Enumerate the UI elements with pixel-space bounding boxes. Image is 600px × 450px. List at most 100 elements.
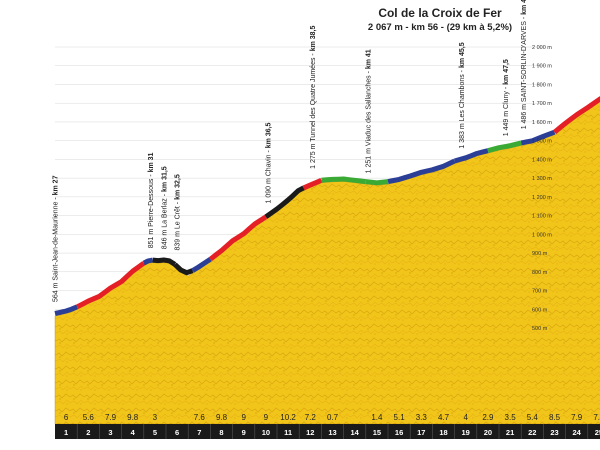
waypoint-place: 1 251 m Viaduc des Sallanches -: [366, 69, 373, 173]
gradient-label: 8.5: [549, 413, 561, 422]
gradient-segment: [76, 261, 146, 310]
km-label: 10: [262, 428, 270, 437]
y-tick-label: 900 m: [532, 251, 548, 257]
km-label: 6: [175, 428, 179, 437]
gradient-segment: [173, 262, 194, 276]
y-tick-label: 1 900 m: [532, 64, 552, 70]
gradient-segment: [520, 129, 556, 146]
km-label: 21: [506, 428, 514, 437]
km-label: 24: [573, 428, 582, 437]
gradient-label: 4.7: [438, 413, 450, 422]
km-label: 5: [153, 428, 157, 437]
gradient-label: 5.1: [394, 413, 406, 422]
waypoint-label: 1 275 m Tunnel des Quatre Jumées - km 38…: [310, 26, 317, 169]
waypoint-km: km 36,5: [266, 122, 273, 148]
y-tick-label: 500 m: [532, 326, 548, 332]
km-label: 16: [395, 428, 403, 437]
waypoint-label: 1 486 m SAINT-SORLIN-D'ARVES - km 48: [521, 0, 528, 129]
km-label: 20: [484, 428, 492, 437]
gradient-label: 7.9: [105, 413, 117, 422]
y-tick-label: 1 300 m: [532, 176, 552, 182]
gradient-label: 7.9: [571, 413, 583, 422]
km-label: 9: [242, 428, 246, 437]
gradient-segment: [264, 185, 305, 219]
summit-detail: 2 067 m - km 56 - (29 km à 5,2%): [368, 22, 512, 33]
km-label: 23: [550, 428, 558, 437]
gradient-segment: [152, 257, 177, 267]
km-label: 15: [373, 428, 381, 437]
waypoint-place: 1 090 m Chavin -: [266, 148, 273, 203]
km-label: 25: [595, 428, 600, 437]
waypoint-km: km 38,5: [310, 26, 317, 52]
gradient-label: 5.6: [83, 413, 95, 422]
km-label: 22: [528, 428, 536, 437]
waypoint-km: km 48: [521, 0, 528, 15]
km-label: 8: [219, 428, 223, 437]
km-label: 19: [462, 428, 470, 437]
km-label: 12: [306, 428, 314, 437]
gradient-segment: [142, 257, 154, 266]
y-tick-label: 1 800 m: [532, 82, 552, 88]
gradient-label: 1.4: [371, 413, 383, 422]
gradient-label: 3: [153, 413, 158, 422]
waypoint-km: km 31: [148, 152, 155, 172]
waypoint-km: km 27: [53, 175, 60, 195]
y-tick-label: 600 m: [532, 307, 548, 313]
gradient-segment: [321, 176, 367, 185]
gradient-label: 9: [241, 413, 246, 422]
y-tick-label: 1 500 m: [532, 139, 552, 145]
waypoint-place: 839 m Le Crêt -: [175, 200, 182, 251]
profile-area: [54, 101, 600, 425]
gradient-label: 4: [463, 413, 468, 422]
waypoint-km: km 31,5: [161, 166, 168, 192]
gradient-segment: [487, 140, 522, 154]
km-label: 17: [417, 428, 425, 437]
km-label: 7: [197, 428, 201, 437]
km-band: 1 2 3 4 5 6 7 8 9 10 11 12 13 14 15 16 17 18 19 20 21 22 23 24 2…: [55, 424, 600, 439]
waypoint-labels: 564 m Saint-Jean-de-Maurienne - km 27 851…: [53, 0, 528, 302]
gradient-label: 9: [264, 413, 269, 422]
waypoint-km: km 45,5: [459, 42, 466, 68]
waypoint-label: 1 251 m Viaduc des Sallanches - km 41: [366, 49, 373, 173]
y-tick-label: 1 200 m: [532, 195, 552, 201]
gradient-segment: [453, 148, 489, 164]
waypoint-place: 846 m La Berlaz -: [161, 192, 168, 249]
gradient-segment: [365, 179, 389, 186]
gradient-segment: [387, 158, 456, 185]
waypoint-label: 1 449 m Cluny - km 47,5: [503, 59, 510, 136]
y-tick-label: 1 600 m: [532, 120, 552, 126]
gradient-label: 3.3: [416, 413, 428, 422]
y-tick-label: 2 000 m: [532, 45, 552, 51]
gradient-label: 10.2: [280, 413, 296, 422]
km-label: 1: [64, 428, 68, 437]
gradient-labels: 6 5.6 7.9 9.8 3 7.6 9.8 9 9 10.2 7.2 0.7 1.4 5.1 3.3 4.…: [64, 413, 600, 422]
waypoint-label: 1 090 m Chavin - km 36,5: [266, 122, 273, 203]
gradient-segments: [54, 96, 600, 316]
y-tick-label: 1 000 m: [532, 232, 552, 238]
waypoint-place: 1 383 m Les Chambons -: [459, 68, 466, 149]
y-axis: 500 m 600 m 700 m 800 m 900 m 1 000 m 1 100 m 1…: [532, 45, 552, 332]
gradient-label: 2.9: [482, 413, 494, 422]
waypoint-place: 1 486 m SAINT-SORLIN-D'ARVES -: [521, 15, 528, 129]
km-label: 4: [131, 428, 136, 437]
km-label: 2: [86, 428, 90, 437]
waypoint-label: 851 m Pierre-Dessous - km 31: [148, 152, 155, 248]
summit-name: Col de la Croix de Fer: [378, 6, 502, 20]
y-tick-label: 1 400 m: [532, 157, 552, 163]
gradient-label: 7.6: [593, 413, 600, 422]
km-label: 3: [108, 428, 112, 437]
gradient-segment: [302, 177, 323, 191]
gradient-label: 9.8: [216, 413, 228, 422]
km-label: 18: [439, 428, 447, 437]
waypoint-label: 1 383 m Les Chambons - km 45,5: [459, 42, 466, 148]
gradient-label: 7.2: [305, 413, 317, 422]
waypoint-km: km 32,5: [175, 174, 182, 200]
km-label: 11: [284, 428, 292, 437]
gradient-segment: [54, 304, 79, 316]
waypoint-label: 839 m Le Crêt - km 32,5: [175, 174, 182, 250]
waypoint-place: 851 m Pierre-Dessous -: [148, 172, 155, 248]
gradient-label: 7.6: [194, 413, 206, 422]
waypoint-place: 564 m Saint-Jean-de-Maurienne -: [53, 195, 60, 302]
waypoint-label: 846 m La Berlaz - km 31,5: [161, 166, 168, 249]
